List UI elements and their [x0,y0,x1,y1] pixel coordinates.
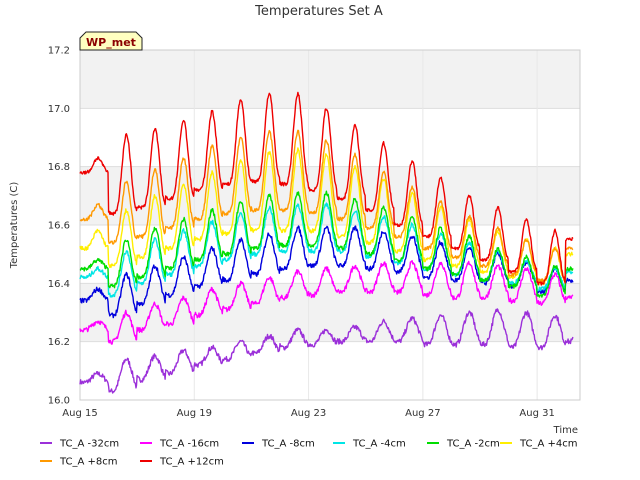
series-line-1 [79,308,574,394]
station-badge: WP_met [79,31,143,51]
legend-item: TC_A +12cm [140,457,224,468]
y-tick-label: 16.6 [48,221,70,232]
series-lines [79,91,574,394]
chart-title: Temperatures Set A [254,4,383,19]
plot-band [80,50,580,109]
legend-item: TC_A +8cm [40,457,118,468]
legend-item: TC_A -2cm [427,439,500,450]
y-tick-label: 16.2 [48,337,70,348]
y-tick-label: 16.8 [48,162,70,173]
legend-label: TC_A -4cm [352,439,406,450]
x-tick-label: Aug 31 [519,408,554,419]
x-tick-label: Aug 15 [62,408,97,419]
x-tick-labels: Aug 15 Aug 19 Aug 23 Aug 27 Aug 31 [62,408,555,419]
x-tick-label: Aug 23 [291,408,326,419]
y-tick-label: 16.0 [48,396,70,407]
legend-item: TC_A -32cm [40,439,119,450]
x-axis-label: Time [553,425,578,436]
series-line-2 [79,260,574,345]
legend-label: TC_A +12cm [159,457,224,468]
series-line-5 [79,190,574,298]
station-badge-label: WP_met [86,36,136,49]
x-tick-label: Aug 19 [177,408,212,419]
legend-label: TC_A +8cm [59,457,118,468]
y-tick-label: 16.4 [48,279,70,290]
series-line-7 [79,129,574,283]
legend-item: TC_A +4cm [500,439,578,450]
y-tick-label: 17.2 [48,46,70,57]
series-line-8 [79,91,574,286]
legend-label: TC_A -16cm [159,439,219,450]
legend-label: TC_A -8cm [261,439,315,450]
legend-item: TC_A -16cm [140,439,219,450]
x-tick-label: Aug 27 [405,408,440,419]
legend-item: TC_A -4cm [333,439,406,450]
legend: TC_A -32cm TC_A -16cm TC_A -8cm TC_A -4cm TC… [40,439,578,468]
series-line-6 [79,147,574,286]
y-axis-label: Temperatures (C) [9,182,20,270]
y-tick-label: 17.0 [48,104,70,115]
legend-label: TC_A -32cm [59,439,119,450]
legend-label: TC_A -2cm [446,439,500,450]
legend-label: TC_A +4cm [519,439,578,450]
legend-item: TC_A -8cm [242,439,315,450]
y-tick-labels: 16.0 16.2 16.4 16.6 16.8 17.0 17.2 [48,46,70,407]
plot-frame [79,49,581,401]
